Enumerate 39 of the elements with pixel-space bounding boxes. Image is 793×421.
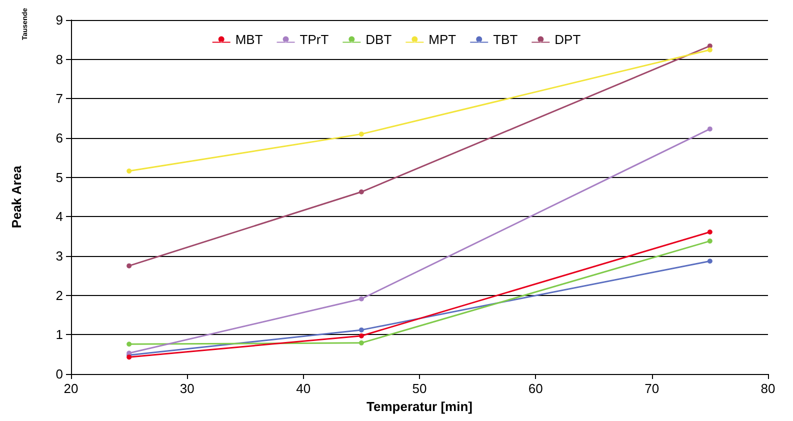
- legend-label: DPT: [554, 32, 581, 47]
- point: [358, 189, 364, 194]
- x-tick-label: 60: [528, 381, 543, 396]
- y-tick-label: 1: [56, 327, 63, 342]
- x-tick-label: 50: [412, 381, 427, 396]
- legend-label: TBT: [493, 32, 518, 47]
- y-tick-label: 9: [56, 12, 63, 28]
- y-tick-label: 4: [56, 209, 63, 224]
- legend-label: DBT: [366, 32, 392, 47]
- point: [707, 47, 712, 52]
- y-tick-label: 0: [56, 366, 63, 382]
- x-tick-label: 20: [64, 381, 78, 396]
- legend-label: TPrT: [300, 32, 329, 47]
- y-tick-label: 6: [56, 130, 63, 146]
- legend-label: MPT: [428, 32, 456, 47]
- point: [358, 333, 364, 338]
- legend-label: MBT: [235, 32, 263, 47]
- y-tick-label: 8: [56, 52, 63, 67]
- point: [707, 126, 712, 132]
- y-tick-label: 7: [56, 91, 63, 106]
- x-tick-label: 40: [296, 381, 311, 396]
- point: [126, 342, 132, 347]
- point: [707, 258, 712, 264]
- point: [358, 296, 364, 302]
- x-axis-title: Temperatur [min]: [366, 398, 472, 414]
- point: [707, 230, 712, 235]
- point: [358, 327, 364, 332]
- point: [126, 263, 132, 268]
- y-tick-label: 3: [56, 248, 63, 264]
- point: [707, 238, 712, 244]
- y-axis-title: Peak Area: [9, 165, 24, 228]
- point: [358, 340, 364, 346]
- y-tick-label: 5: [56, 170, 63, 185]
- x-tick-label: 30: [180, 381, 194, 396]
- point: [126, 168, 132, 174]
- x-tick-label: 80: [760, 381, 776, 396]
- x-tick-label: 70: [644, 381, 660, 396]
- point: [358, 132, 364, 137]
- y-tick-label: 2: [56, 288, 63, 303]
